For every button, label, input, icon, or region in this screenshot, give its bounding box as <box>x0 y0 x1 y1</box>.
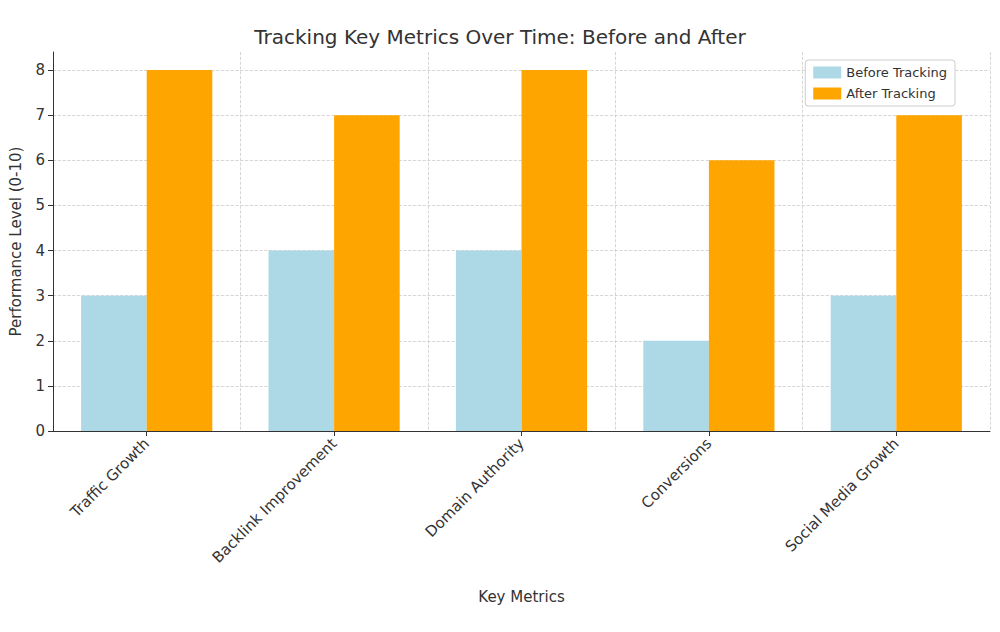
svg-text:5: 5 <box>35 196 45 214</box>
svg-text:8: 8 <box>35 61 45 79</box>
svg-text:4: 4 <box>35 242 45 260</box>
svg-text:3: 3 <box>35 287 45 305</box>
svg-text:Domain Authority: Domain Authority <box>422 435 528 541</box>
svg-text:Social Media Growth: Social Media Growth <box>782 435 903 556</box>
svg-text:Key Metrics: Key Metrics <box>478 588 565 606</box>
svg-text:Tracking Key Metrics Over Time: Tracking Key Metrics Over Time: Before a… <box>253 25 746 49</box>
svg-text:Conversions: Conversions <box>638 435 716 513</box>
svg-text:1: 1 <box>35 377 45 395</box>
svg-text:Before Tracking: Before Tracking <box>846 65 947 80</box>
svg-text:Traffic Growth: Traffic Growth <box>66 435 153 522</box>
svg-text:Performance Level (0-10): Performance Level (0-10) <box>7 147 25 337</box>
svg-text:After Tracking: After Tracking <box>846 86 935 101</box>
svg-text:7: 7 <box>35 106 45 124</box>
svg-text:2: 2 <box>35 332 45 350</box>
svg-text:Backlink Improvement: Backlink Improvement <box>209 435 341 567</box>
svg-text:0: 0 <box>35 422 45 440</box>
svg-text:6: 6 <box>35 151 45 169</box>
